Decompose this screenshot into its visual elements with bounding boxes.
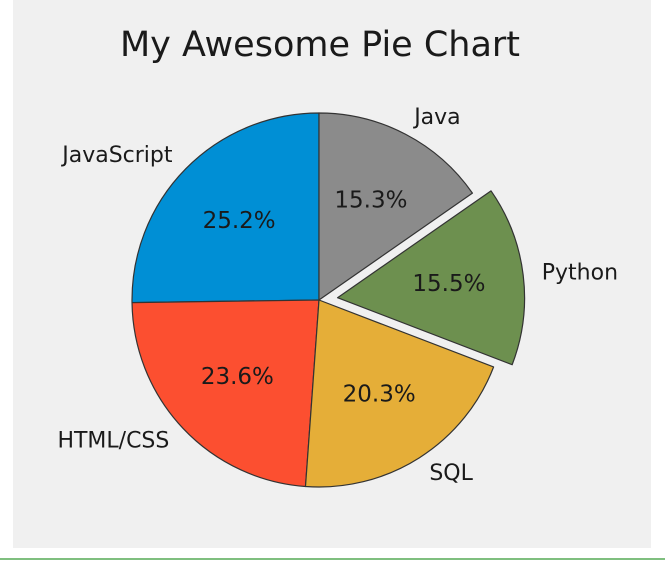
slice-label: HTML/CSS (57, 429, 169, 454)
slice-labels: JavaScript HTML/CSS SQL Python Java (57, 105, 618, 486)
pie-slice-java (318, 112, 474, 301)
percent-label: 20.3% (343, 382, 416, 408)
bottom-divider (0, 558, 665, 560)
percent-labels: 25.2% 23.6% 20.3% 15.5% 15.3% (201, 188, 486, 408)
slice-label: Python (542, 260, 618, 285)
slice-label: JavaScript (60, 143, 173, 168)
pie-slice-python (336, 190, 526, 366)
percent-label: 23.6% (201, 364, 274, 390)
pie-slice-javascript (131, 112, 320, 304)
pie-slice-sql (304, 299, 495, 488)
percent-label: 15.5% (412, 271, 485, 297)
chart-title: My Awesome Pie Chart (120, 25, 520, 65)
pie-slice-html-css (131, 299, 320, 488)
pie-slices (131, 112, 526, 488)
slice-label: SQL (429, 461, 473, 486)
slice-label: Java (412, 105, 460, 130)
percent-label: 15.3% (334, 188, 407, 214)
percent-label: 25.2% (203, 208, 276, 234)
